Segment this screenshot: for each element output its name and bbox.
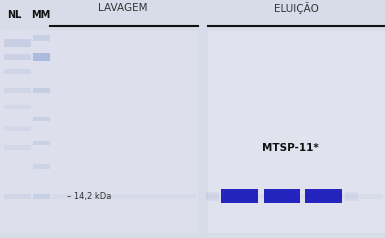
Bar: [33, 164, 50, 169]
Bar: [33, 141, 50, 145]
Bar: [4, 105, 31, 109]
Bar: [33, 194, 50, 199]
Bar: [221, 189, 258, 203]
Bar: [206, 194, 383, 199]
Bar: [305, 189, 342, 203]
Bar: [33, 53, 50, 61]
Bar: [4, 194, 31, 199]
Text: ELUIÇÃO: ELUIÇÃO: [274, 2, 319, 14]
Bar: [33, 88, 50, 93]
Bar: [345, 192, 358, 201]
Bar: [4, 88, 31, 93]
Bar: [4, 126, 31, 131]
Bar: [0, 31, 198, 233]
Bar: [4, 54, 31, 60]
Bar: [33, 35, 50, 41]
Text: MTSP-11*: MTSP-11*: [262, 143, 319, 153]
Text: NL: NL: [7, 10, 22, 20]
Bar: [4, 39, 31, 47]
Text: LAVAGEM: LAVAGEM: [98, 3, 148, 13]
Text: MM: MM: [31, 10, 50, 20]
Text: – 14,2 kDa: – 14,2 kDa: [67, 192, 112, 201]
Bar: [52, 194, 196, 199]
Bar: [33, 117, 50, 121]
Bar: [4, 145, 31, 150]
Bar: [264, 189, 300, 203]
Bar: [208, 31, 385, 233]
Bar: [206, 192, 219, 201]
Bar: [4, 69, 31, 74]
